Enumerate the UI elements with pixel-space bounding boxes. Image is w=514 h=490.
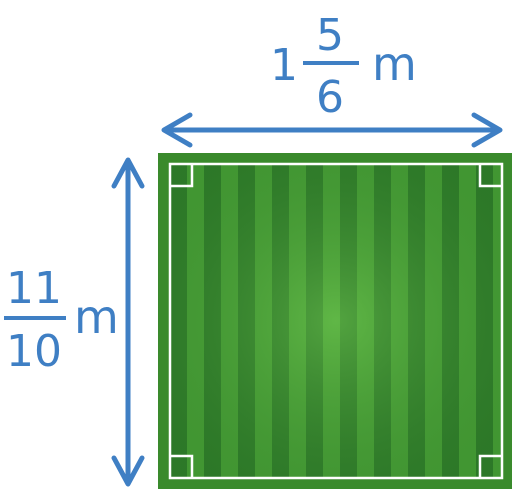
bottom-right-right-angle-icon: [478, 454, 502, 478]
height-unit: m: [74, 290, 119, 344]
width-unit: m: [372, 37, 417, 91]
width-fraction-bar: [303, 61, 359, 65]
height-numerator: 11: [6, 263, 62, 314]
width-whole-number: 1: [270, 40, 298, 91]
top-right-right-angle-icon: [478, 164, 502, 188]
width-denominator: 6: [316, 72, 344, 123]
height-arrow-icon: [111, 157, 145, 487]
width-arrow-icon: [161, 112, 503, 148]
right-angle-marks-icon: [170, 164, 502, 478]
width-label: 1 5 6 m: [270, 10, 417, 123]
top-left-right-angle-icon: [170, 164, 194, 188]
height-fraction-bar: [4, 316, 66, 320]
height-denominator: 10: [6, 326, 62, 377]
height-label: 11 10 m: [4, 263, 119, 377]
field-shading: [170, 163, 502, 479]
field-boundary-line: [168, 162, 504, 480]
width-numerator: 5: [316, 10, 344, 61]
grass-field: [158, 153, 512, 489]
bottom-left-right-angle-icon: [170, 454, 194, 478]
